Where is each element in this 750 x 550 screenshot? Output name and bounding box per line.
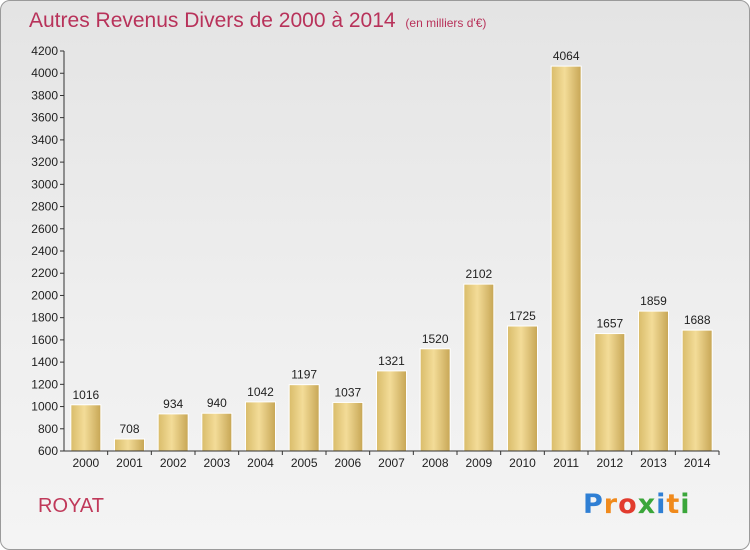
value-label-2001: 708	[119, 422, 139, 436]
bar-2010	[507, 325, 538, 452]
bar-2002	[157, 413, 189, 452]
bar-2011	[550, 65, 582, 452]
bar-2003	[201, 412, 233, 452]
x-tick-label-2002: 2002	[160, 456, 187, 470]
chart-title-text: Autres Revenus Divers de 2000 à 2014	[29, 9, 396, 32]
logo-letter-6: i	[680, 489, 691, 520]
bar-2001	[114, 438, 145, 452]
y-tick-label-2200: 2200	[31, 266, 58, 280]
logo-letter-1: r	[603, 489, 619, 520]
y-tick-label-3400: 3400	[31, 133, 58, 147]
bar-2000	[70, 404, 102, 452]
commune-name: ROYAT	[38, 495, 104, 517]
value-label-2005: 1197	[291, 368, 317, 382]
y-tick-label-2400: 2400	[31, 244, 58, 258]
logo-letter-2: o	[618, 489, 638, 520]
y-tick-label-2800: 2800	[31, 200, 58, 214]
x-tick-label-2004: 2004	[247, 456, 274, 470]
y-tick-label-4000: 4000	[31, 66, 58, 80]
y-tick-label-2000: 2000	[31, 288, 58, 302]
value-label-2010: 1725	[509, 309, 536, 323]
y-tick-label-800: 800	[38, 422, 58, 436]
x-tick-label-2001: 2001	[116, 456, 143, 470]
value-label-2012: 1657	[596, 317, 623, 331]
value-label-2000: 1016	[72, 388, 99, 402]
bar-2007	[376, 370, 407, 452]
bar-2014	[681, 329, 713, 452]
value-label-2003: 940	[207, 396, 227, 410]
x-tick-label-2005: 2005	[291, 456, 318, 470]
x-tick-label-2012: 2012	[596, 456, 623, 470]
bar-2013	[638, 310, 669, 452]
bar-2009	[463, 283, 495, 452]
x-tick-label-2011: 2011	[553, 456, 579, 470]
y-tick-label-1600: 1600	[31, 333, 58, 347]
logo-letter-3: x	[637, 489, 657, 520]
value-label-2009: 2102	[465, 267, 492, 281]
x-tick-label-2006: 2006	[334, 456, 361, 470]
chart-subtitle: (en milliers d'€)	[405, 16, 487, 30]
logo-letter-4: i	[656, 489, 667, 520]
y-tick-label-3800: 3800	[31, 88, 58, 102]
value-label-2002: 934	[163, 397, 183, 411]
value-label-2014: 1688	[684, 313, 711, 327]
y-tick-label-3600: 3600	[31, 111, 58, 125]
x-tick-label-2003: 2003	[203, 456, 230, 470]
x-tick-label-2008: 2008	[422, 456, 449, 470]
y-tick-label-1000: 1000	[31, 400, 58, 414]
x-tick-label-2014: 2014	[684, 456, 711, 470]
y-tick-label-3200: 3200	[31, 155, 58, 169]
value-label-2011: 4064	[553, 49, 580, 63]
y-tick-label-1200: 1200	[31, 377, 58, 391]
y-tick-label-4200: 4200	[31, 44, 58, 58]
y-tick-label-2600: 2600	[31, 222, 58, 236]
x-tick-label-2013: 2013	[640, 456, 667, 470]
value-label-2006: 1037	[334, 385, 361, 399]
bar-2005	[288, 384, 320, 452]
bar-2008	[419, 348, 451, 452]
x-tick-label-2010: 2010	[509, 456, 536, 470]
chart-title: Autres Revenus Divers de 2000 à 2014 (en…	[29, 9, 486, 33]
value-label-2004: 1042	[247, 385, 274, 399]
value-label-2013: 1859	[640, 294, 667, 308]
logo-letter-5: t	[666, 489, 681, 520]
bar-2004	[245, 401, 276, 452]
y-tick-label-1800: 1800	[31, 311, 58, 325]
x-tick-label-2000: 2000	[72, 456, 99, 470]
bar-2006	[332, 401, 364, 452]
x-tick-label-2007: 2007	[378, 456, 405, 470]
y-tick-label-3000: 3000	[31, 177, 58, 191]
bar-2012	[594, 333, 626, 452]
y-tick-label-1400: 1400	[31, 355, 58, 369]
x-tick-label-2009: 2009	[465, 456, 492, 470]
value-label-2008: 1520	[422, 332, 449, 346]
value-label-2007: 1321	[378, 354, 405, 368]
y-tick-label-600: 600	[38, 444, 58, 458]
proxiti-logo: Proxiti	[583, 489, 691, 520]
logo-letter-0: P	[583, 489, 604, 520]
